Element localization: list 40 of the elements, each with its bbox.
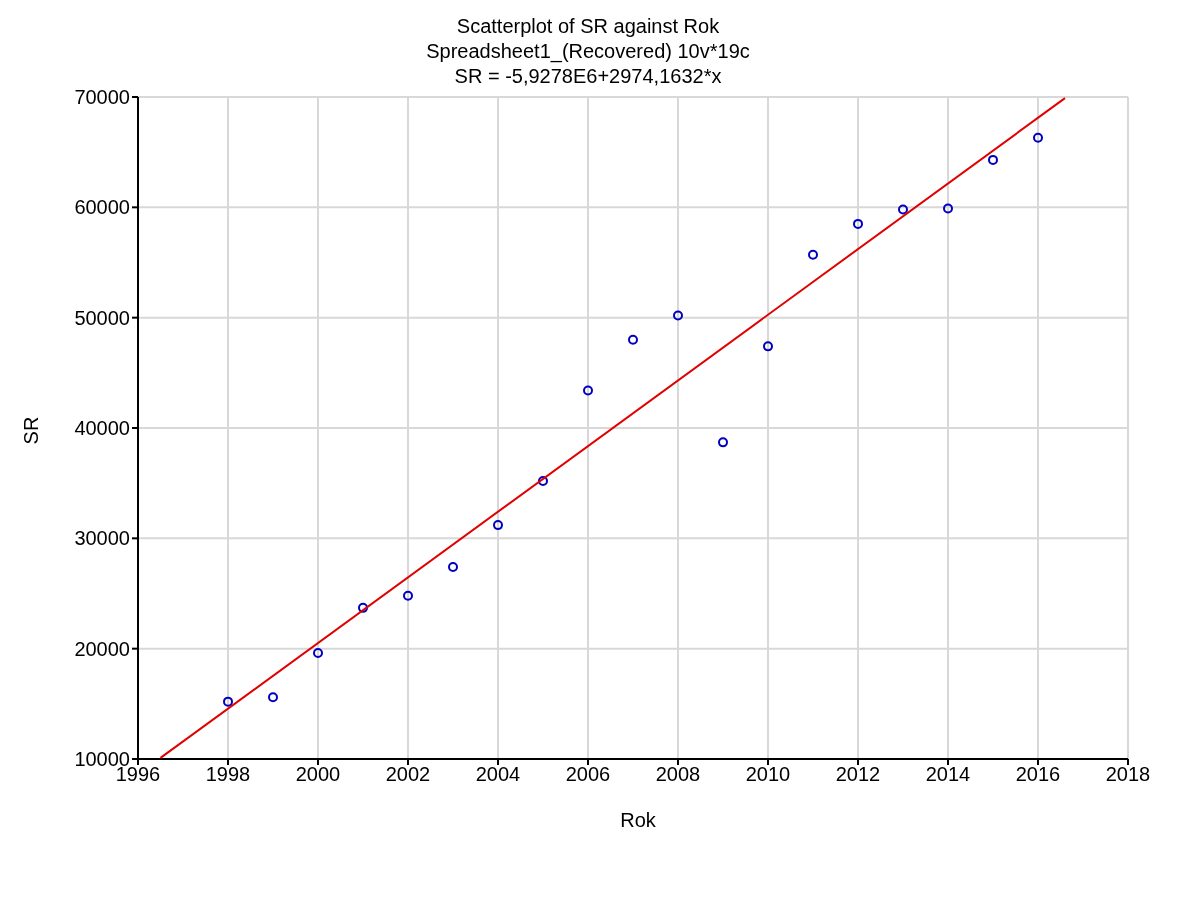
x-tick-label: 2014 (925, 763, 971, 786)
x-tick-label: 2008 (655, 763, 701, 786)
point (988, 154, 998, 165)
x-tick-label: 2000 (295, 763, 341, 786)
point (358, 602, 368, 613)
x-tick-label: 2018 (1105, 763, 1151, 786)
x-tick-label: 2004 (475, 763, 521, 786)
chart-title: Scatterplot of SR against Rok (455, 14, 721, 39)
x-axis-title: Rok (619, 809, 657, 832)
point (628, 334, 638, 345)
x-tick-label: 2012 (835, 763, 881, 786)
y-axis-title: SR (20, 416, 44, 445)
x-tick-label: 2016 (1015, 763, 1061, 786)
y-tick-label: 60000 (74, 196, 130, 219)
x-tick-label: 2002 (385, 763, 431, 786)
chart-subtitle: Spreadsheet1_(Recovered) 10v*19c SR = -5,9278E6+2974,1632*x (425, 39, 751, 87)
point (1033, 132, 1043, 143)
y-tick-label: 70000 (74, 86, 130, 109)
point (898, 204, 908, 215)
point (448, 562, 458, 573)
point (943, 203, 953, 214)
x-tick-label: 1998 (205, 763, 251, 786)
point (403, 590, 413, 601)
y-tick-label: 50000 (74, 306, 130, 329)
point (763, 341, 773, 352)
point (583, 385, 593, 396)
y-tick-label: 40000 (74, 417, 130, 440)
y-tick-label: 30000 (74, 527, 130, 550)
point (223, 696, 233, 707)
y-tick-label: 20000 (74, 637, 130, 660)
point (313, 648, 323, 659)
point (268, 692, 278, 703)
point (853, 218, 863, 229)
point (718, 437, 728, 448)
x-tick-label: 2010 (745, 763, 791, 786)
point (493, 520, 503, 531)
point (673, 310, 683, 321)
x-tick-label: 2006 (565, 763, 611, 786)
point (808, 249, 818, 260)
point (538, 475, 548, 486)
